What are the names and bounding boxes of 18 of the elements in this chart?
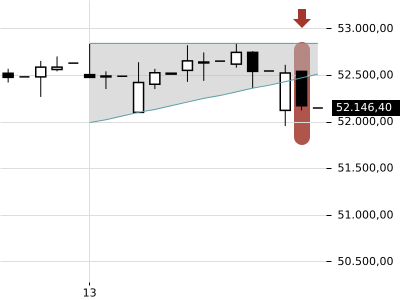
line-series bbox=[89, 74, 318, 124]
candlestick bbox=[51, 56, 63, 72]
candlestick bbox=[2, 68, 14, 84]
candlestick bbox=[182, 44, 194, 82]
text: 52.146,40 bbox=[336, 100, 392, 114]
candlestick bbox=[149, 68, 161, 90]
candlestick bbox=[230, 42, 242, 68]
y-tick-label: 51.500,00 bbox=[338, 162, 394, 175]
candlestick bbox=[35, 60, 46, 98]
x-tick-label: 13 bbox=[82, 286, 97, 300]
y-tick-label: 53.000,00 bbox=[338, 22, 394, 35]
candlestick bbox=[100, 70, 112, 90]
y-tick-label: 52.500,00 bbox=[338, 68, 394, 82]
candlestick bbox=[246, 50, 258, 89]
y-tick-label: 52.000,00 bbox=[338, 115, 394, 128]
candlestick bbox=[84, 43, 96, 78]
y-tick-label: 51.000,00 bbox=[338, 208, 394, 222]
y-tick-label: 50.500,00 bbox=[338, 254, 394, 268]
